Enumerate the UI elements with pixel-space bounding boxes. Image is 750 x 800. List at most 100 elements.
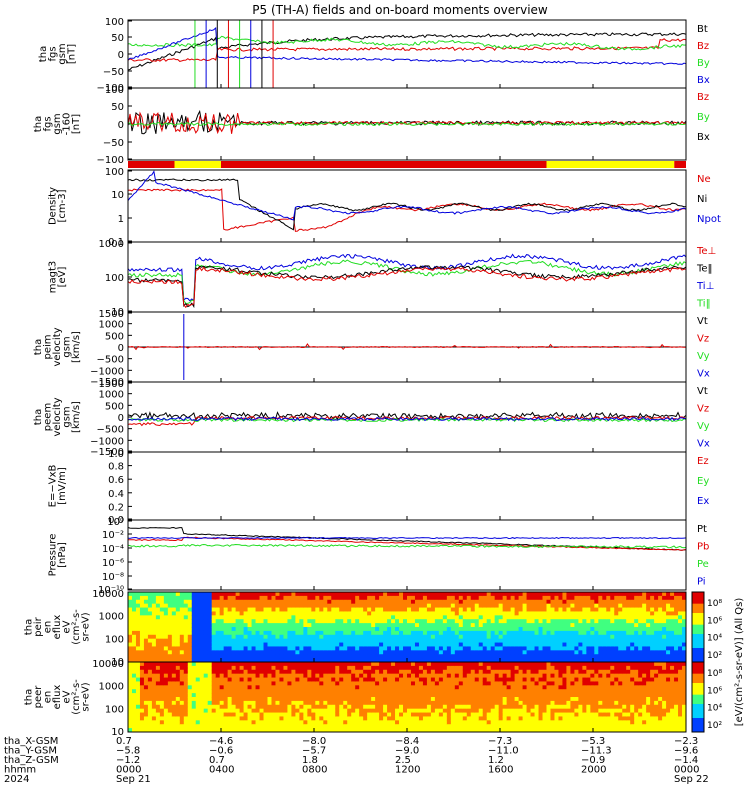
ion-spec-cell — [462, 646, 468, 651]
ion-spec-cell — [654, 623, 659, 628]
elec-spec-cell — [275, 689, 280, 694]
elec-spec-cell — [470, 689, 476, 694]
elec-spec-cell — [215, 712, 221, 717]
ion-spec-cell — [622, 658, 627, 663]
elec-spec-cell — [171, 728, 177, 733]
ion-spec-cell — [658, 650, 663, 655]
ion-spec-cell — [654, 638, 659, 644]
ion-spec-cell — [207, 623, 213, 628]
elec-spec-cell — [187, 728, 193, 733]
elec-spec-cell — [283, 669, 288, 675]
ion-spec-cell — [542, 630, 547, 636]
ion-spec-cell — [662, 630, 667, 636]
ion-spec-cell — [359, 630, 364, 636]
elec-spec-cell — [418, 716, 424, 721]
ion-spec-cell — [211, 658, 217, 663]
elec-spec-cell — [199, 669, 205, 675]
ion-spec-cell — [407, 611, 412, 616]
legend-pressure: Pb — [697, 542, 709, 553]
elec-spec-cell — [283, 685, 288, 690]
ion-spec-cell — [662, 634, 667, 640]
ion-spec-cell — [442, 592, 448, 597]
ion-spec-cell — [614, 638, 619, 644]
ion-spec-cell — [654, 611, 659, 616]
elec-spec-cell — [355, 665, 360, 671]
ion-spec-cell — [347, 642, 352, 647]
elec-spec-cell — [143, 685, 149, 690]
ion-spec-cell — [510, 611, 516, 616]
elec-spec-cell — [167, 712, 173, 717]
ion-spec-cell — [502, 638, 508, 644]
ion-spec-cell — [530, 638, 536, 644]
elec-spec-cell — [371, 724, 376, 729]
ion-spec-cell — [514, 642, 520, 647]
elec-spec-cell — [494, 716, 500, 721]
elec-spec-cell — [271, 704, 276, 710]
ion-spec-cell — [279, 603, 284, 609]
ion-spec-cell — [367, 619, 372, 624]
elec-spec-cell — [470, 704, 476, 710]
elec-spec-cell — [554, 697, 559, 702]
ion-spec-cell — [414, 646, 420, 651]
ion-spec-cell — [622, 623, 627, 628]
elec-spec-cell — [227, 689, 233, 694]
ion-spec-cell — [347, 607, 352, 612]
ion-spec-cell — [239, 603, 245, 609]
elec-spec-cell — [610, 665, 615, 671]
ion-spec-cell — [598, 623, 603, 628]
elec-spec-cell — [187, 708, 193, 714]
elec-spec-cell — [327, 681, 332, 686]
elec-spec-cell — [379, 708, 384, 714]
ion-spec-cell — [335, 603, 340, 609]
ion-spec-cell — [283, 630, 288, 636]
elec-spec-cell — [482, 693, 488, 698]
elec-spec-cell — [363, 720, 368, 725]
ion-spec-cell — [219, 646, 225, 651]
ytick-peem-velocity: 0 — [118, 413, 124, 424]
ion-spec-cell — [355, 615, 360, 620]
ion-spec-cell — [243, 619, 249, 624]
ytick-peim-velocity: 500 — [105, 331, 124, 342]
ion-spec-cell — [450, 627, 456, 632]
ion-spec-cell — [642, 630, 647, 636]
ion-spec-cell — [243, 603, 249, 609]
ion-spec-cell — [442, 646, 448, 651]
ion-spec-cell — [323, 646, 328, 651]
elec-spec-cell — [498, 716, 504, 721]
elec-spec-cell — [199, 693, 205, 698]
ion-spec-cell — [534, 592, 540, 597]
ion-spec-cell — [630, 603, 635, 609]
ion-spec-cell — [458, 630, 464, 636]
ion-spec-cell — [454, 650, 460, 655]
elec-spec-cell — [558, 716, 563, 721]
ion-spec-cell — [642, 634, 647, 640]
elec-spec-cell — [566, 693, 571, 698]
elec-spec-cell — [478, 708, 484, 714]
ion-spec-cell — [295, 630, 300, 636]
ion-spec-cell — [155, 615, 161, 620]
elec-spec-cell — [438, 673, 444, 679]
ion-spec-cell — [387, 638, 392, 644]
ion-spec-cell — [646, 611, 651, 616]
elec-spec-cell — [319, 724, 324, 729]
ion-spec-cell — [331, 611, 336, 616]
ion-spec-cell — [287, 658, 292, 663]
elec-spec-cell — [510, 677, 516, 682]
elec-spec-cell — [578, 669, 583, 675]
elec-spec-cell — [219, 673, 225, 679]
mode-bar-segment — [221, 161, 547, 168]
elec-spec-cell — [586, 685, 591, 690]
ion-spec-cell — [207, 642, 213, 647]
ion-spec-cell — [183, 595, 189, 601]
ylabel-peim-velocity: [km/s] — [71, 331, 82, 363]
elec-spec-cell — [414, 681, 420, 686]
elec-spec-cell — [407, 720, 412, 725]
elec-spec-cell — [263, 704, 268, 710]
ion-spec-cell — [570, 650, 575, 655]
elec-spec-cell — [590, 708, 595, 714]
elec-spec-cell — [287, 728, 292, 733]
ion-spec-cell — [223, 595, 229, 601]
elec-spec-cell — [442, 708, 448, 714]
elec-spec-cell — [399, 716, 404, 721]
elec-spec-cell — [223, 704, 229, 710]
